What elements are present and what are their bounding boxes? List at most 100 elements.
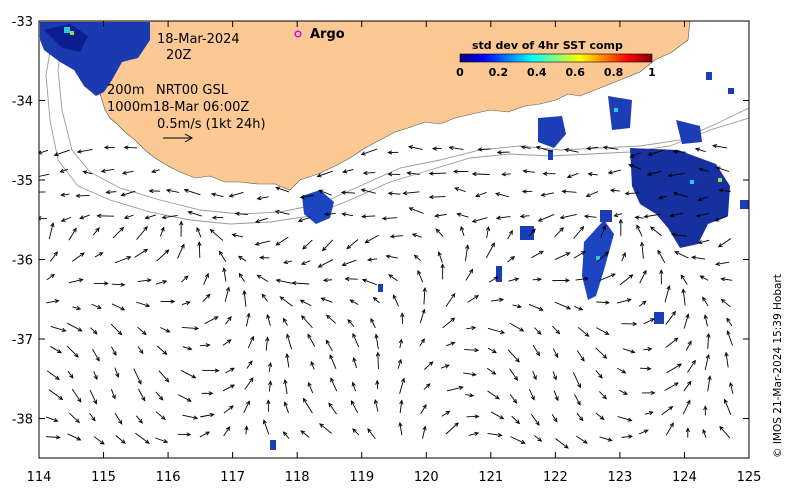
current-arrow: [466, 414, 480, 419]
current-arrow: [222, 267, 227, 282]
current-arrow: [720, 277, 733, 282]
current-arrow: [575, 276, 589, 282]
current-arrow: [639, 269, 647, 284]
current-arrow: [111, 346, 117, 357]
current-arrow: [46, 299, 60, 304]
current-arrow: [490, 297, 504, 302]
current-arrow: [93, 281, 109, 286]
current-arrow: [275, 186, 290, 193]
current-arrow: [397, 358, 402, 369]
current-arrow: [595, 347, 608, 359]
current-arrow: [123, 145, 138, 150]
current-arrow: [247, 335, 254, 349]
current-arrow: [274, 209, 290, 215]
current-arrow: [136, 226, 148, 240]
current-arrow: [161, 215, 178, 220]
current-arrow: [659, 269, 664, 285]
current-arrow: [115, 435, 126, 444]
current-arrow: [46, 370, 60, 380]
current-arrow: [342, 168, 354, 174]
current-arrow: [261, 293, 268, 302]
current-arrow: [587, 172, 598, 177]
current-arrow: [59, 168, 69, 173]
current-arrow: [454, 187, 466, 192]
current-arrow: [685, 340, 692, 351]
current-arrow: [325, 314, 337, 324]
current-arrow: [487, 390, 500, 400]
current-arrow: [199, 343, 211, 348]
current-arrow: [121, 170, 134, 175]
current-arrow: [340, 190, 356, 195]
product-label: NRT00 GSL: [156, 83, 229, 98]
current-arrow: [60, 216, 72, 222]
scale-label: 0.5m/s (1kt 24h): [157, 117, 266, 132]
current-arrow: [137, 326, 147, 336]
current-arrow: [372, 296, 380, 304]
current-arrow: [406, 171, 420, 176]
current-arrow: [496, 150, 510, 155]
current-arrow: [665, 422, 674, 436]
current-arrow: [165, 188, 180, 193]
colorbar-tick-label: 0: [456, 66, 464, 79]
current-arrow: [155, 279, 168, 285]
current-arrow: [399, 377, 406, 394]
current-arrow: [624, 191, 640, 196]
x-tick-label: 125: [737, 470, 762, 485]
argo-marker: [294, 30, 302, 38]
colorbar-tick-label: 1: [648, 66, 656, 79]
current-arrow: [231, 233, 244, 238]
current-arrow: [666, 363, 683, 374]
current-arrow: [346, 239, 359, 250]
current-arrow: [471, 171, 490, 177]
current-arrow: [268, 380, 273, 392]
current-arrow: [428, 171, 447, 176]
current-arrow: [225, 367, 235, 374]
current-arrow: [423, 361, 434, 370]
current-arrow: [446, 341, 456, 347]
current-arrow: [282, 317, 288, 326]
current-arrow: [89, 389, 97, 405]
current-arrow: [441, 410, 451, 417]
current-arrow: [200, 412, 215, 418]
y-tick-label: -35: [12, 174, 33, 189]
current-arrow: [283, 401, 289, 414]
current-arrow: [561, 189, 577, 194]
current-arrow: [110, 389, 116, 400]
current-arrow: [583, 214, 597, 219]
current-arrow: [585, 191, 599, 198]
current-arrow: [521, 189, 533, 194]
current-arrow: [181, 326, 200, 331]
current-arrow: [717, 238, 732, 248]
current-arrow: [724, 351, 729, 368]
current-arrow: [552, 325, 561, 335]
current-arrow: [530, 413, 540, 426]
current-arrow: [96, 213, 114, 219]
current-arrow: [91, 303, 102, 309]
current-arrow: [373, 399, 379, 412]
current-arrow: [385, 254, 398, 259]
current-arrow: [68, 278, 84, 284]
current-arrow: [487, 432, 503, 438]
current-arrow: [111, 282, 126, 287]
current-arrow: [596, 327, 610, 335]
current-arrow: [702, 428, 707, 438]
current-arrow: [485, 242, 495, 259]
current-arrow: [440, 263, 445, 280]
current-arrow: [616, 298, 632, 304]
current-arrow: [349, 299, 359, 306]
current-arrow: [187, 210, 202, 217]
current-arrow: [609, 188, 620, 193]
current-arrow: [600, 224, 607, 238]
current-arrow: [647, 149, 665, 157]
current-arrow: [135, 301, 151, 308]
current-arrow: [467, 295, 480, 303]
current-arrow: [370, 317, 376, 329]
current-arrow: [607, 169, 622, 175]
current-arrow: [210, 192, 224, 198]
current-arrow: [573, 225, 585, 239]
current-arrow: [529, 228, 536, 237]
current-arrow: [243, 400, 250, 413]
current-arrow: [669, 212, 684, 218]
current-arrow: [507, 349, 520, 363]
current-arrow: [388, 274, 398, 282]
